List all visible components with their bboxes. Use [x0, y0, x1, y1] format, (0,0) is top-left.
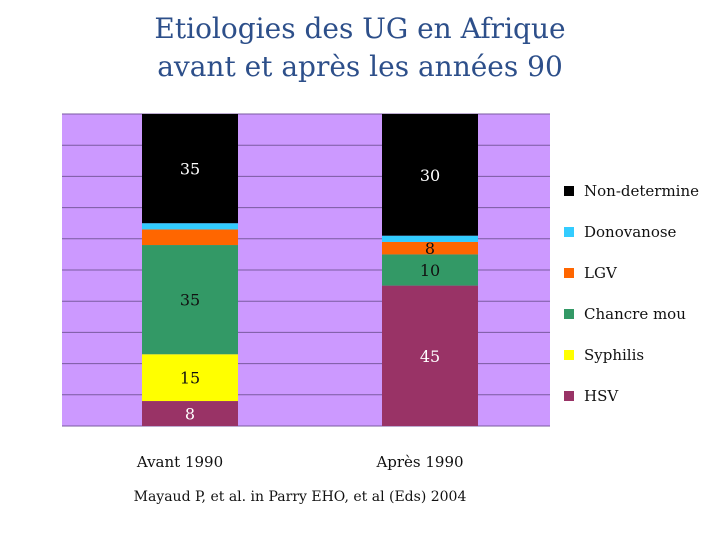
data-label: 30	[420, 166, 440, 185]
legend-swatch	[564, 390, 574, 401]
bar-segment-chancre-mou	[142, 245, 238, 355]
legend-swatch	[564, 185, 574, 196]
bar-segment-chancre-mou	[382, 254, 478, 286]
legend-item: Donovanose	[564, 211, 699, 252]
legend-item: Non-determine	[564, 170, 699, 211]
title-line-1: Etiologies des UG en Afrique	[154, 12, 566, 45]
category-label: Après 1990	[375, 453, 463, 471]
data-label: 10	[420, 261, 440, 280]
bar-segment-lgv	[382, 241, 478, 255]
bar-segment-lgv	[142, 229, 238, 246]
legend-label: Donovanose	[584, 222, 677, 241]
bar-segment-donovanose	[142, 223, 238, 230]
legend-label: HSV	[584, 386, 619, 405]
slide-title: Etiologies des UG en Afrique avant et ap…	[0, 10, 720, 86]
legend-label: LGV	[584, 263, 617, 282]
legend-label: Chancre mou	[584, 304, 686, 323]
source-citation: Mayaud P, et al. in Parry EHO, et al (Ed…	[133, 489, 467, 505]
legend-swatch	[564, 226, 574, 237]
bar-segment-hsv	[382, 285, 478, 426]
legend-item: LGV	[564, 252, 699, 293]
data-label: 35	[180, 160, 200, 179]
legend-item: HSV	[564, 375, 699, 416]
legend-label: Syphilis	[584, 345, 645, 364]
legend-swatch	[564, 349, 574, 360]
legend-item: Syphilis	[564, 334, 699, 375]
title-line-2: avant et après les années 90	[157, 50, 563, 83]
legend-swatch	[564, 308, 574, 319]
legend-label: Non-determine	[584, 181, 699, 200]
data-label: 8	[425, 239, 435, 258]
data-label: 15	[180, 369, 200, 388]
data-label: 8	[185, 405, 195, 424]
data-label: 35	[180, 291, 200, 310]
legend-item: Chancre mou	[564, 293, 699, 334]
category-label: Avant 1990	[136, 453, 223, 471]
chart-legend: Non-determine Donovanose LGV Chancre mou Syp…	[564, 170, 699, 416]
bar-segment-hsv	[142, 401, 238, 426]
bar-segment-non-determine	[142, 114, 238, 224]
legend-swatch	[564, 267, 574, 278]
bar-segment-non-determine	[382, 114, 478, 236]
data-label: 45	[420, 347, 440, 366]
bar-segment-syphilis	[142, 354, 238, 402]
bar-segment-donovanose	[382, 235, 478, 242]
